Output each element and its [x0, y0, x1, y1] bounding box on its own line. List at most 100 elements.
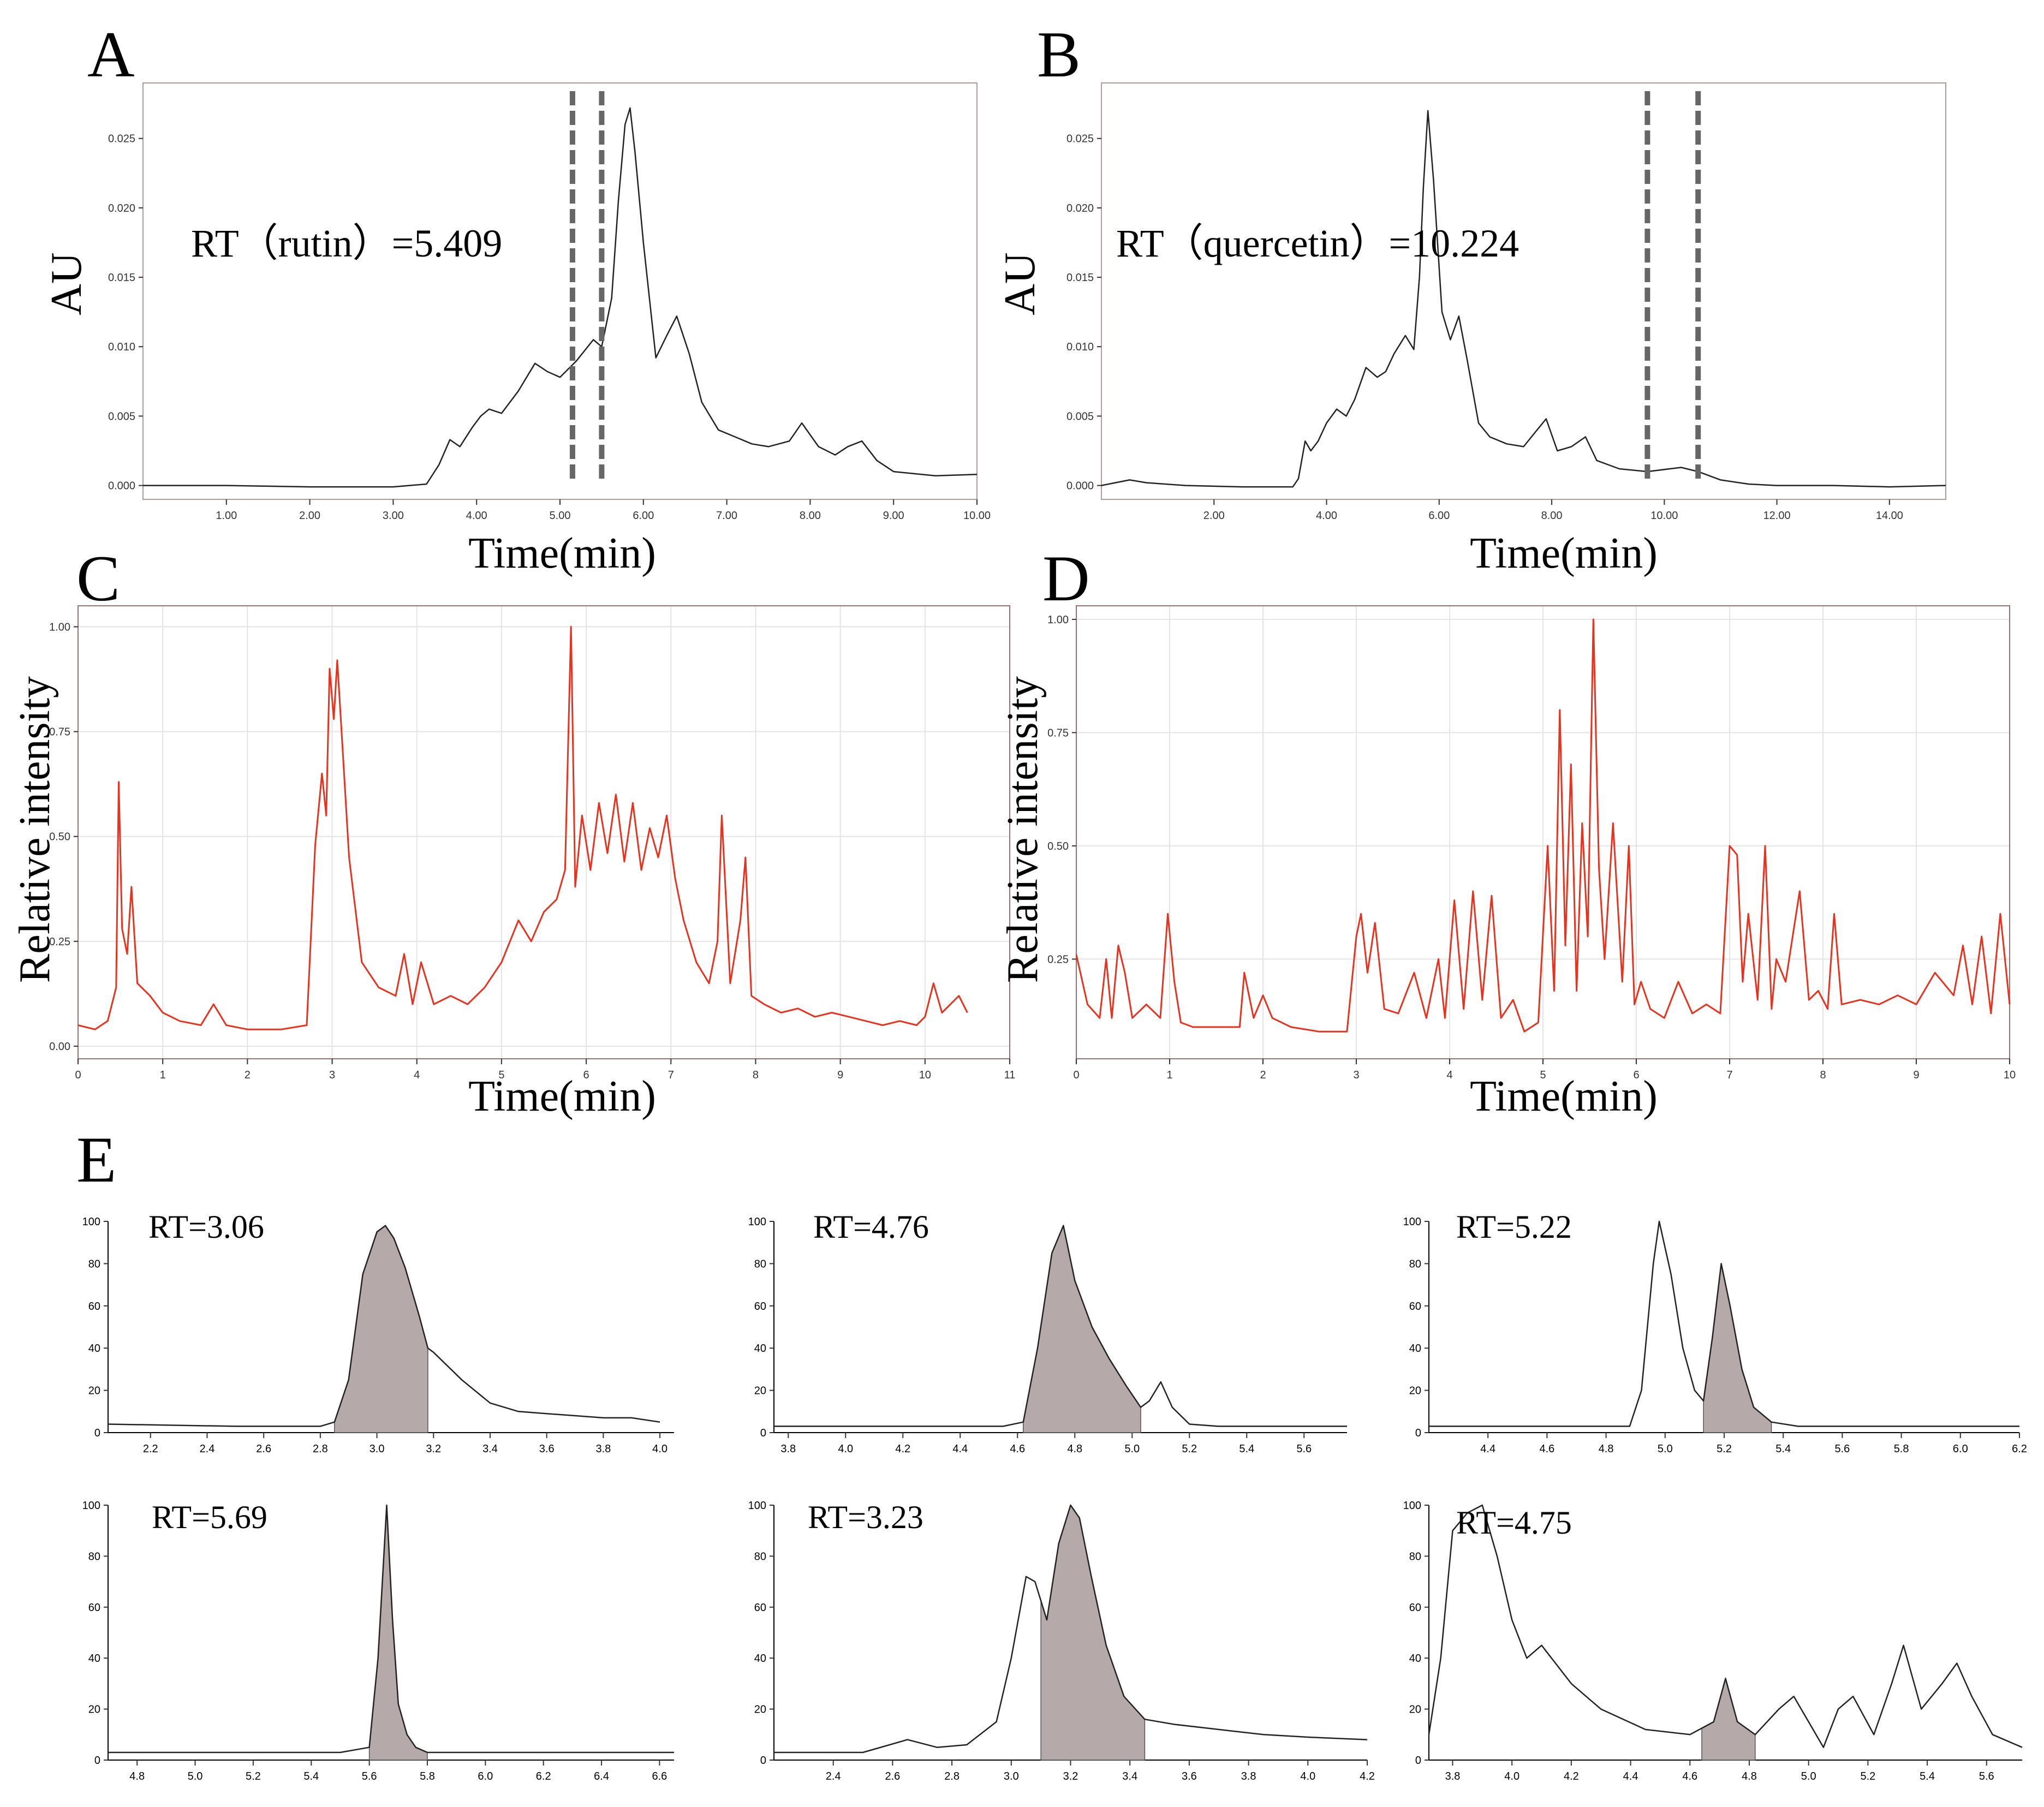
x-tick-label: 5.2	[246, 1770, 261, 1782]
x-tick-label: 0	[1073, 1069, 1079, 1081]
x-tick-label: 5.0	[188, 1770, 203, 1782]
y-tick-label: 20	[1409, 1704, 1421, 1716]
x-tick-label: 2.8	[944, 1770, 960, 1782]
x-axis-title: Time(min)	[468, 1072, 656, 1120]
y-tick-label: 60	[1409, 1301, 1421, 1313]
x-tick-label: 5.0	[1658, 1443, 1673, 1455]
x-tick-label: 4.8	[1742, 1770, 1757, 1782]
x-tick-label: 7	[668, 1069, 674, 1081]
x-tick-label: 3.00	[383, 510, 404, 522]
x-tick-label: 6.0	[1953, 1443, 1968, 1455]
y-tick-label: 40	[754, 1653, 766, 1665]
x-tick-label: 5.6	[362, 1770, 377, 1782]
x-tick-label: 6.6	[652, 1770, 668, 1782]
y-tick-label: 100	[1403, 1500, 1421, 1512]
x-tick-label: 1	[160, 1069, 166, 1081]
panel-c: 0 1 2 3 4 5 6 7 8 9 10 11 0.00 0.25 0.50 0.75 1.00 C Time(…	[11, 542, 1015, 1120]
panel-b: 2.00 4.00 6.00 8.00 10.00 12.00 14.00 0.000 0.00…	[996, 18, 1946, 577]
y-tick-label: 0.50	[49, 831, 70, 843]
x-tick-label: 5.4	[1775, 1443, 1791, 1455]
integrated-peak-area	[334, 1225, 428, 1433]
y-tick-label: 0	[1415, 1755, 1421, 1767]
y-tick-label: 20	[1409, 1385, 1421, 1397]
x-tick-label: 4.6	[1010, 1443, 1025, 1455]
x-tick-label: 4.8	[129, 1770, 145, 1782]
tic-trace	[1075, 618, 2011, 1033]
x-tick-label: 6.00	[1428, 510, 1450, 522]
y-tick-label: 80	[88, 1550, 100, 1563]
y-tick-label: 60	[754, 1602, 766, 1614]
x-tick-label: 10	[2004, 1069, 2016, 1081]
x-tick-label: 3.6	[539, 1443, 555, 1455]
x-tick-label: 9.00	[883, 510, 904, 522]
y-axis-title: Relative intensity	[11, 676, 59, 983]
y-tick-label: 20	[754, 1704, 766, 1716]
x-tick-label: 2	[245, 1069, 251, 1081]
plot-frame	[78, 605, 1010, 1059]
y-tick-label: 20	[754, 1385, 766, 1397]
x-tick-label: 7.00	[716, 510, 737, 522]
x-tick-label: 4.6	[1682, 1770, 1697, 1782]
panel-e3: 4.4 4.6 4.8 5.0 5.2 5.4 5.6 5.8 6.0 6.2 0 20 40 60 80 1…	[1403, 1209, 2027, 1455]
integrated-peak-area	[368, 1505, 428, 1761]
x-tick-label: 7	[1726, 1069, 1732, 1081]
x-tick-label: 8.00	[800, 510, 821, 522]
y-axis-title: AU	[43, 252, 91, 315]
panel-a: 1.00 2.00 3.00 4.00 5.00 6.00 7.00 8.00 9.00 10.0…	[43, 18, 991, 577]
x-tick-label: 4.2	[1564, 1770, 1579, 1782]
x-tick-label: 5.4	[1920, 1770, 1935, 1782]
y-tick-label: 0.25	[1047, 953, 1069, 965]
y-tick-label: 0.75	[49, 726, 70, 738]
xic-trace	[774, 1504, 1368, 1754]
x-axis-title: Time(min)	[468, 529, 656, 577]
y-tick-label: 0	[1415, 1427, 1421, 1439]
y-tick-label: 20	[88, 1704, 100, 1716]
panel-letter-a: A	[87, 18, 135, 91]
tic-trace	[78, 625, 968, 1030]
x-tick-label: 4.6	[1539, 1443, 1554, 1455]
x-tick-label: 8	[1820, 1069, 1826, 1081]
y-tick-label: 60	[88, 1602, 100, 1614]
y-tick-label: 60	[88, 1301, 100, 1313]
y-tick-label: 100	[1403, 1216, 1421, 1228]
y-axis-title: Relative intensity	[999, 676, 1047, 983]
y-tick-label: 0.50	[1047, 840, 1069, 852]
x-tick-label: 1	[1166, 1069, 1172, 1081]
y-tick-label: 1.00	[1047, 614, 1069, 626]
uv-trace	[143, 107, 978, 488]
x-tick-label: 6.4	[594, 1770, 609, 1782]
x-tick-label: 4	[414, 1069, 420, 1081]
x-tick-label: 10.00	[963, 510, 991, 522]
xic-trace	[108, 1225, 660, 1427]
x-tick-label: 4.4	[1480, 1443, 1495, 1455]
x-tick-label: 4.8	[1599, 1443, 1614, 1455]
x-tick-label: 5.8	[420, 1770, 435, 1782]
x-tick-label: 3.4	[1122, 1770, 1137, 1782]
x-tick-label: 3	[329, 1069, 335, 1081]
y-tick-label: 0.010	[108, 341, 135, 353]
x-tick-label: 5.2	[1860, 1770, 1875, 1782]
y-tick-label: 1.00	[49, 621, 70, 633]
retention-time-annotation: RT=4.75	[1456, 1505, 1572, 1541]
y-tick-label: 0	[760, 1427, 766, 1439]
x-tick-label: 1.00	[216, 510, 237, 522]
x-tick-label: 6.2	[2012, 1443, 2027, 1455]
y-tick-label: 0	[94, 1755, 100, 1767]
xic-trace	[108, 1504, 674, 1754]
y-axis-title: AU	[996, 252, 1044, 315]
x-tick-label: 5.6	[1296, 1443, 1312, 1455]
x-tick-label: 6	[1633, 1069, 1639, 1081]
x-axis-title: Time(min)	[1470, 1072, 1658, 1120]
plot-frame	[1101, 82, 1946, 500]
y-tick-label: 0.005	[108, 410, 135, 422]
y-tick-label: 40	[88, 1343, 100, 1355]
y-tick-label: 0.00	[49, 1041, 70, 1053]
y-tick-label: 0.010	[1066, 341, 1094, 353]
panel-d: 0 1 2 3 4 5 6 7 8 9 10 0.25 0.50 0.75 1.00D Time(min) Re…	[999, 542, 2016, 1120]
plot-frame	[142, 82, 978, 500]
panel-e6: 3.8 4.0 4.2 4.4 4.6 4.8 5.0 5.2 5.4 5.6 0 20 40 60 80 1…	[1403, 1500, 2023, 1782]
x-tick-label: 5.2	[1717, 1443, 1732, 1455]
y-tick-label: 60	[1409, 1602, 1421, 1614]
panel-e5: 2.4 2.6 2.8 3.0 3.2 3.4 3.6 3.8 4.0 4.2 0 20 40 60 80 1…	[748, 1499, 1375, 1782]
